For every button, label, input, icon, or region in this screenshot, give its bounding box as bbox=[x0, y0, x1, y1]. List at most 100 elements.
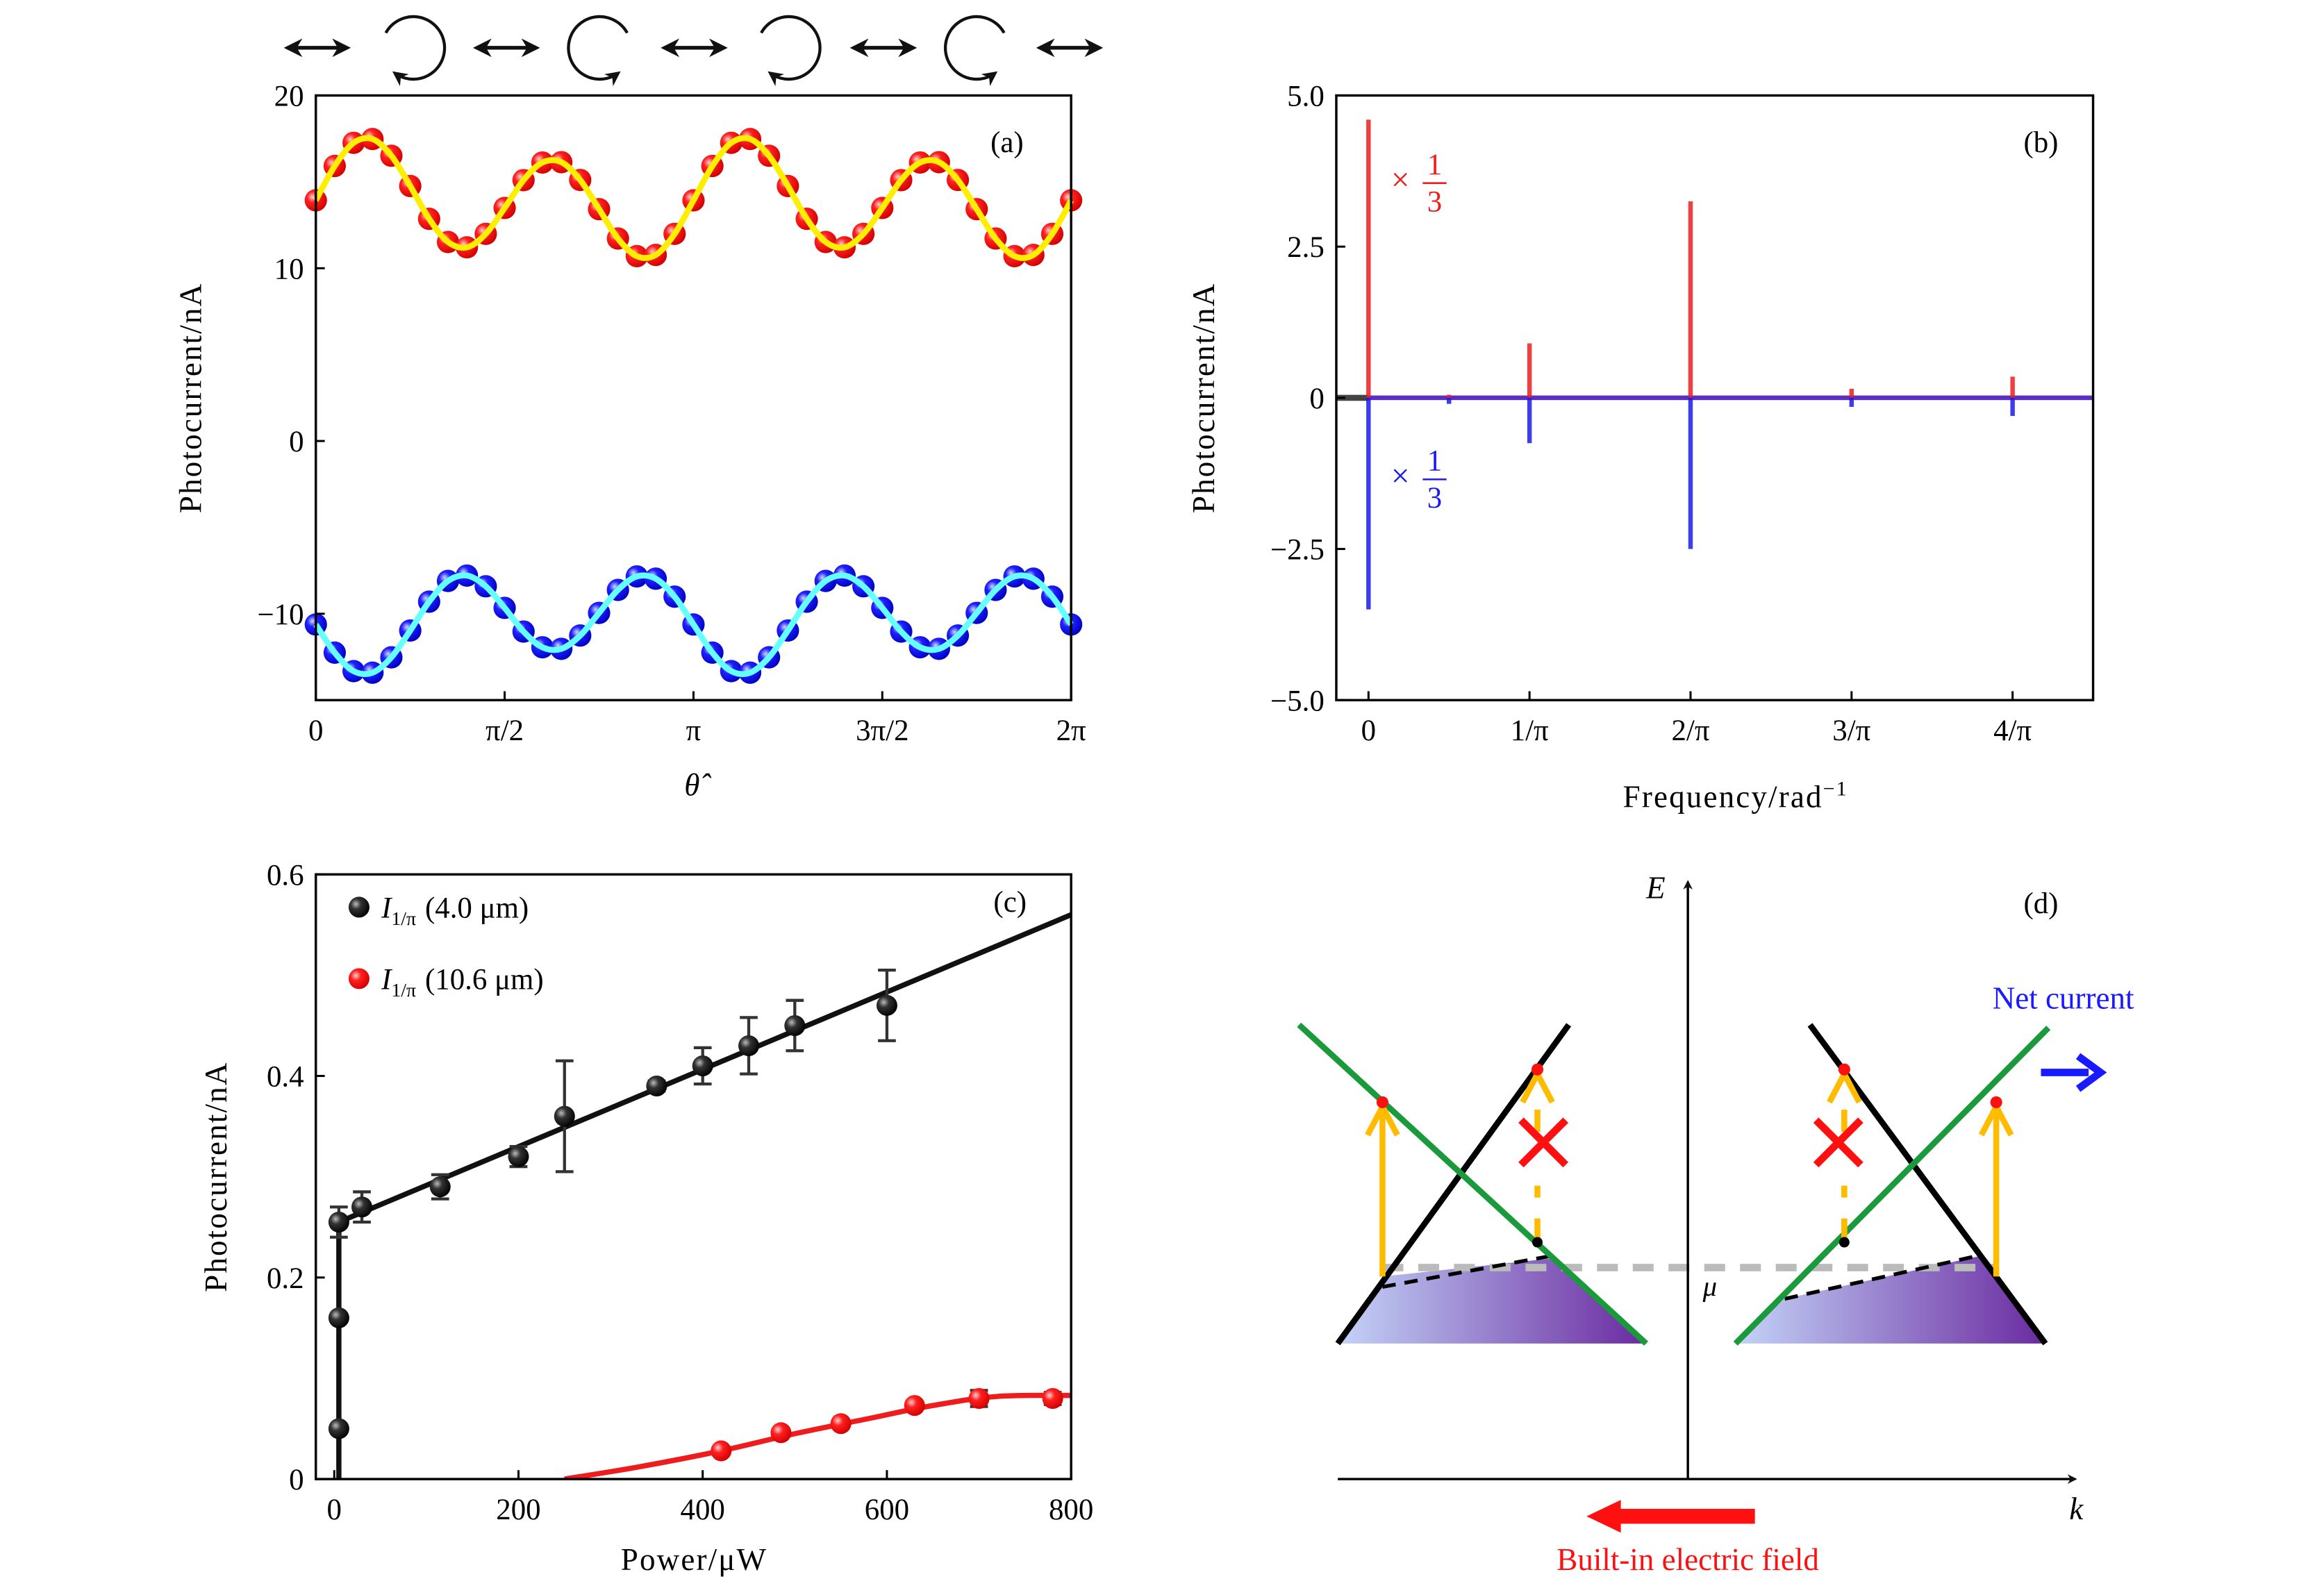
x-tick-label: 0 bbox=[327, 1494, 342, 1526]
x-tick-label: 4/π bbox=[1993, 715, 2032, 747]
x-tick-label: 800 bbox=[1049, 1494, 1093, 1526]
forbidden-transition-head bbox=[1827, 1067, 1862, 1104]
band-green-right bbox=[1733, 1026, 2051, 1346]
scale-factor-prefix: × bbox=[1391, 162, 1410, 198]
fit-curve bbox=[313, 572, 1074, 678]
x-tick-label: 1/π bbox=[1511, 715, 1549, 747]
y-tick-label: −5.0 bbox=[1270, 685, 1325, 717]
legend-text: (4.0 μm) bbox=[425, 892, 529, 924]
x-axis-label-text: Frequency/rad bbox=[1623, 780, 1823, 814]
built-in-field-arrow bbox=[1586, 1500, 1755, 1533]
data-point bbox=[554, 1105, 575, 1127]
fit-curve bbox=[313, 135, 1074, 261]
y-tick-label: −2.5 bbox=[1270, 534, 1325, 567]
scale-factor-numerator: 1 bbox=[1427, 445, 1442, 478]
x-tick-label: 3/π bbox=[1832, 715, 1870, 747]
data-point bbox=[328, 1211, 349, 1233]
y-axis-label: Photocurrent/nA bbox=[199, 1061, 233, 1292]
y-tick-label: 20 bbox=[274, 81, 304, 113]
legend-marker-red bbox=[348, 968, 370, 989]
fermi-edge-left bbox=[1381, 1253, 1553, 1289]
legend: I1/π (4.0 μm) I1/π (10.6 μm) bbox=[348, 892, 544, 1001]
data-point bbox=[508, 1146, 529, 1167]
fermi-edge-right bbox=[1784, 1253, 1979, 1301]
left-circular-polarization-icon bbox=[760, 15, 822, 87]
data-point bbox=[876, 994, 897, 1016]
x-axis-label: θ̂ bbox=[684, 768, 711, 803]
data-point bbox=[328, 1418, 349, 1439]
data-point bbox=[351, 1196, 373, 1218]
y-tick-label: 0 bbox=[289, 426, 304, 458]
data-point bbox=[770, 1422, 792, 1444]
band-green-left bbox=[1297, 1022, 1648, 1346]
field-arrow-head bbox=[1586, 1500, 1621, 1533]
panel-b-frequency-spectrum: 0 1/π 2/π 3/π 4/π5.02.50−2.5−5.0 × 13× 13 (b) … bbox=[1186, 81, 2095, 814]
x-tick-label: 2π bbox=[1056, 715, 1086, 747]
legend-marker-black bbox=[348, 896, 370, 918]
legend-subscript: 1/π bbox=[391, 980, 416, 1001]
x-tick-label: 400 bbox=[681, 1494, 725, 1526]
panel-label: (d) bbox=[2023, 887, 2058, 920]
left-circular-polarization-icon bbox=[384, 15, 447, 87]
data-point bbox=[784, 1014, 806, 1036]
y-tick-label: 0 bbox=[1309, 383, 1324, 415]
x-axis-label-superscript: −1 bbox=[1823, 778, 1848, 801]
initial-state-dot bbox=[1532, 1237, 1543, 1248]
legend-text: (10.6 μm) bbox=[425, 963, 544, 996]
legend-symbol: I bbox=[381, 963, 392, 996]
y-tick-label: 0 bbox=[289, 1464, 304, 1496]
scale-factor-denominator: 3 bbox=[1427, 482, 1442, 515]
y-tick-label: −10 bbox=[257, 599, 304, 631]
x-tick-label: π/2 bbox=[485, 715, 524, 747]
data-point bbox=[711, 1440, 732, 1462]
built-in-field-label: Built-in electric field bbox=[1557, 1542, 1819, 1577]
scale-factor-numerator: 1 bbox=[1427, 149, 1442, 181]
momentum-axis-label: k bbox=[2069, 1492, 2084, 1526]
final-state-dot bbox=[1376, 1096, 1389, 1109]
x-tick-label: π bbox=[686, 715, 702, 747]
data-point bbox=[328, 1307, 349, 1328]
data-point bbox=[429, 1176, 451, 1198]
final-state-dot bbox=[1531, 1063, 1544, 1076]
panel-d-band-diagram: E k μ (d) Net current Built-in electric … bbox=[1297, 871, 2134, 1577]
plot-frame bbox=[314, 873, 1072, 1480]
data-point bbox=[738, 1035, 760, 1057]
panel-label: (c) bbox=[993, 886, 1027, 919]
panel-label: (b) bbox=[2023, 126, 2058, 159]
x-tick-label: 600 bbox=[865, 1494, 909, 1526]
net-current-arrow-head bbox=[2075, 1053, 2107, 1092]
legend-entry-10um: I1/π (10.6 μm) bbox=[381, 963, 544, 1001]
right-circular-polarization-icon bbox=[943, 15, 1006, 87]
initial-state-dot bbox=[1839, 1237, 1850, 1248]
y-axis-label: Photocurrent/nA bbox=[174, 283, 208, 513]
energy-axis-label: E bbox=[1645, 871, 1666, 905]
y-tick-label: 5.0 bbox=[1287, 81, 1325, 113]
y-tick-label: 0.4 bbox=[267, 1061, 304, 1094]
net-current-arrow bbox=[2041, 1053, 2107, 1092]
x-axis-label: Frequency/rad−1 bbox=[1623, 778, 1848, 814]
scale-factor-denominator: 3 bbox=[1427, 185, 1442, 218]
x-tick-label: 0 bbox=[1361, 715, 1376, 747]
chemical-potential-label: μ bbox=[1702, 1271, 1717, 1302]
occupied-states-right bbox=[1735, 1255, 2045, 1344]
forbidden-cross-icon bbox=[1813, 1117, 1864, 1168]
panel-label: (a) bbox=[990, 126, 1024, 159]
data-point bbox=[646, 1076, 667, 1097]
fit-line bbox=[564, 1392, 1072, 1480]
y-tick-label: 0.6 bbox=[267, 859, 304, 892]
x-tick-label: 0 bbox=[308, 715, 323, 747]
data-point bbox=[830, 1413, 852, 1435]
y-tick-label: 2.5 bbox=[1287, 231, 1325, 264]
x-tick-label: 2/π bbox=[1671, 715, 1709, 747]
final-state-dot bbox=[1838, 1063, 1850, 1076]
y-axis-label: Photocurrent/nA bbox=[1186, 283, 1221, 513]
data-point bbox=[968, 1387, 990, 1409]
polarization-sequence bbox=[283, 15, 1104, 87]
legend-entry-4um: I1/π (4.0 μm) bbox=[381, 892, 529, 930]
x-axis-label: Power/μW bbox=[621, 1542, 767, 1577]
net-current-label: Net current bbox=[1993, 980, 2134, 1015]
x-tick-label: 200 bbox=[496, 1494, 540, 1526]
